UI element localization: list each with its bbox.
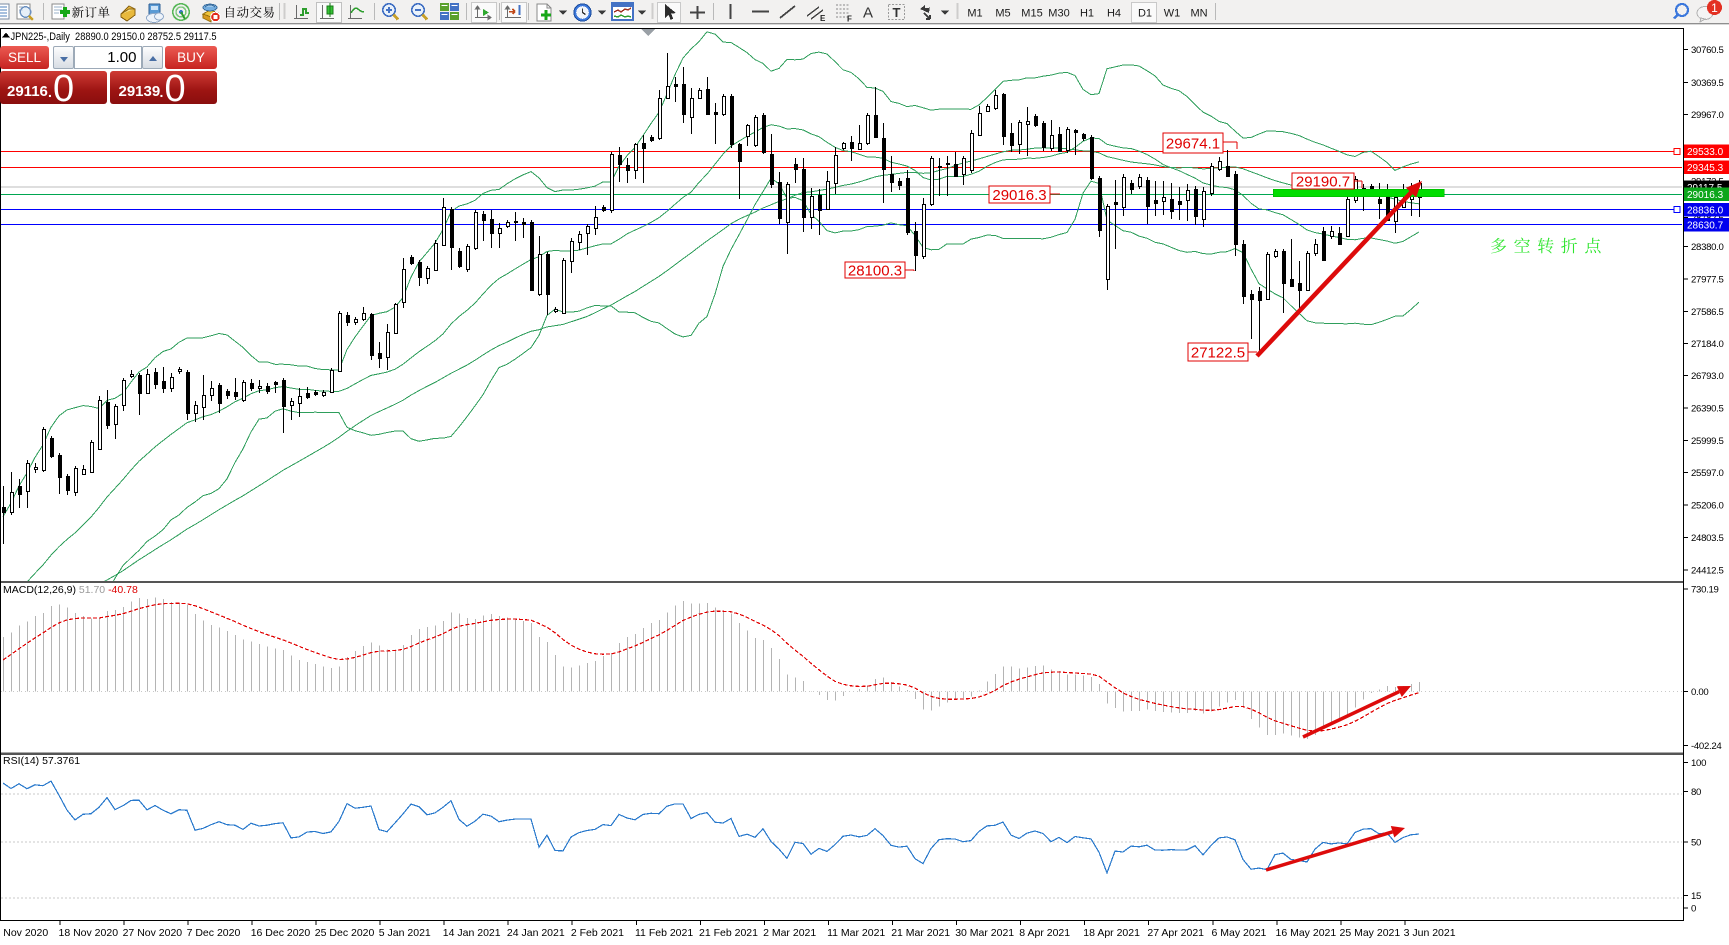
svg-text:1: 1 — [1711, 1, 1718, 15]
svg-text:6 May 2021: 6 May 2021 — [1212, 927, 1267, 939]
svg-text:11 Feb 2021: 11 Feb 2021 — [635, 927, 693, 939]
svg-text:30 Mar 2021: 30 Mar 2021 — [955, 927, 1014, 939]
svg-text:27 Nov 2020: 27 Nov 2020 — [123, 927, 183, 939]
svg-text:30760.5: 30760.5 — [1691, 45, 1724, 56]
svg-text:H4: H4 — [1107, 8, 1121, 20]
svg-text:28100.3: 28100.3 — [848, 263, 902, 280]
svg-text:25597.0: 25597.0 — [1691, 468, 1724, 479]
svg-text:14 Jan 2021: 14 Jan 2021 — [443, 927, 501, 939]
svg-text:MN: MN — [1190, 8, 1207, 20]
svg-text:27122.5: 27122.5 — [1191, 345, 1245, 362]
svg-text:24 Jan 2021: 24 Jan 2021 — [507, 927, 565, 939]
svg-text:24412.5: 24412.5 — [1691, 565, 1724, 576]
svg-text:27977.5: 27977.5 — [1691, 274, 1724, 285]
svg-text:29016.3: 29016.3 — [992, 187, 1046, 204]
svg-text:W1: W1 — [1164, 8, 1181, 20]
svg-text:2 Mar 2021: 2 Mar 2021 — [763, 927, 816, 939]
svg-text:D1: D1 — [1138, 8, 1152, 20]
svg-text:18 Nov 2020: 18 Nov 2020 — [59, 927, 119, 939]
svg-text:A: A — [863, 5, 873, 22]
svg-text:26390.5: 26390.5 — [1691, 404, 1724, 415]
svg-text:F: F — [847, 15, 852, 24]
svg-text:7 Dec 2020: 7 Dec 2020 — [187, 927, 241, 939]
svg-text:29345.3: 29345.3 — [1687, 163, 1724, 174]
svg-text:25 May 2021: 25 May 2021 — [1340, 927, 1401, 939]
svg-text:9 Nov 2020: 9 Nov 2020 — [0, 927, 48, 939]
svg-text:T: T — [893, 5, 901, 20]
svg-text:15: 15 — [1691, 891, 1701, 902]
svg-text:28630.7: 28630.7 — [1687, 221, 1724, 232]
svg-text:100: 100 — [1691, 758, 1706, 769]
svg-text:M5: M5 — [995, 8, 1010, 20]
svg-text:29190.7: 29190.7 — [1296, 174, 1350, 191]
svg-text:24803.5: 24803.5 — [1691, 533, 1724, 544]
svg-text:JPN225-,Daily 28890.0 29150.0: JPN225-,Daily 28890.0 29150.0 28752.5 29… — [11, 31, 217, 43]
svg-text:21 Feb 2021: 21 Feb 2021 — [699, 927, 758, 939]
svg-text:27 Apr 2021: 27 Apr 2021 — [1147, 927, 1204, 939]
svg-text:5 Jan 2021: 5 Jan 2021 — [379, 927, 431, 939]
svg-text:M15: M15 — [1021, 8, 1042, 20]
svg-text:18 Apr 2021: 18 Apr 2021 — [1083, 927, 1140, 939]
svg-text:25206.0: 25206.0 — [1691, 500, 1724, 511]
svg-text:730.19: 730.19 — [1691, 585, 1719, 596]
svg-text:25 Dec 2020: 25 Dec 2020 — [315, 927, 375, 939]
svg-text:E: E — [820, 14, 826, 23]
svg-text:27586.5: 27586.5 — [1691, 307, 1724, 318]
svg-text:0: 0 — [1691, 903, 1696, 914]
svg-text:-402.24: -402.24 — [1691, 741, 1722, 752]
svg-text:29533.0: 29533.0 — [1687, 147, 1724, 158]
svg-text:8 Apr 2021: 8 Apr 2021 — [1019, 927, 1070, 939]
svg-text:RSI(14) 57.3761: RSI(14) 57.3761 — [3, 755, 80, 767]
svg-text:M30: M30 — [1048, 8, 1069, 20]
svg-text:26793.0: 26793.0 — [1691, 371, 1724, 382]
svg-text:80: 80 — [1691, 787, 1701, 798]
svg-text:3 Jun 2021: 3 Jun 2021 — [1404, 927, 1456, 939]
svg-text:MACD(12,26,9) 51.70 -40.78: MACD(12,26,9) 51.70 -40.78 — [3, 584, 138, 596]
svg-text:25999.5: 25999.5 — [1691, 436, 1724, 447]
svg-text:21 Mar 2021: 21 Mar 2021 — [891, 927, 950, 939]
svg-text:16 Dec 2020: 16 Dec 2020 — [251, 927, 311, 939]
svg-text:M1: M1 — [967, 8, 982, 20]
svg-text:27184.0: 27184.0 — [1691, 339, 1724, 350]
svg-text:28380.0: 28380.0 — [1691, 242, 1724, 253]
svg-text:16 May 2021: 16 May 2021 — [1276, 927, 1337, 939]
svg-text:28836.0: 28836.0 — [1687, 206, 1724, 217]
svg-text:H1: H1 — [1080, 8, 1094, 20]
svg-text:11 Mar 2021: 11 Mar 2021 — [827, 927, 885, 939]
svg-text:29967.0: 29967.0 — [1691, 110, 1724, 121]
svg-text:0.00: 0.00 — [1691, 687, 1708, 698]
svg-text:2 Feb 2021: 2 Feb 2021 — [571, 927, 624, 939]
svg-text:29674.1: 29674.1 — [1166, 136, 1220, 153]
svg-text:30369.5: 30369.5 — [1691, 78, 1724, 89]
svg-text:29016.3: 29016.3 — [1687, 190, 1724, 201]
svg-text:50: 50 — [1691, 837, 1701, 848]
